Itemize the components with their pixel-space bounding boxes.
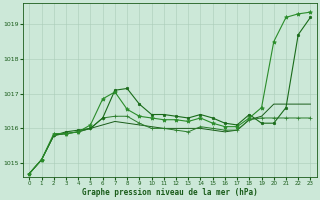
- X-axis label: Graphe pression niveau de la mer (hPa): Graphe pression niveau de la mer (hPa): [82, 188, 258, 197]
